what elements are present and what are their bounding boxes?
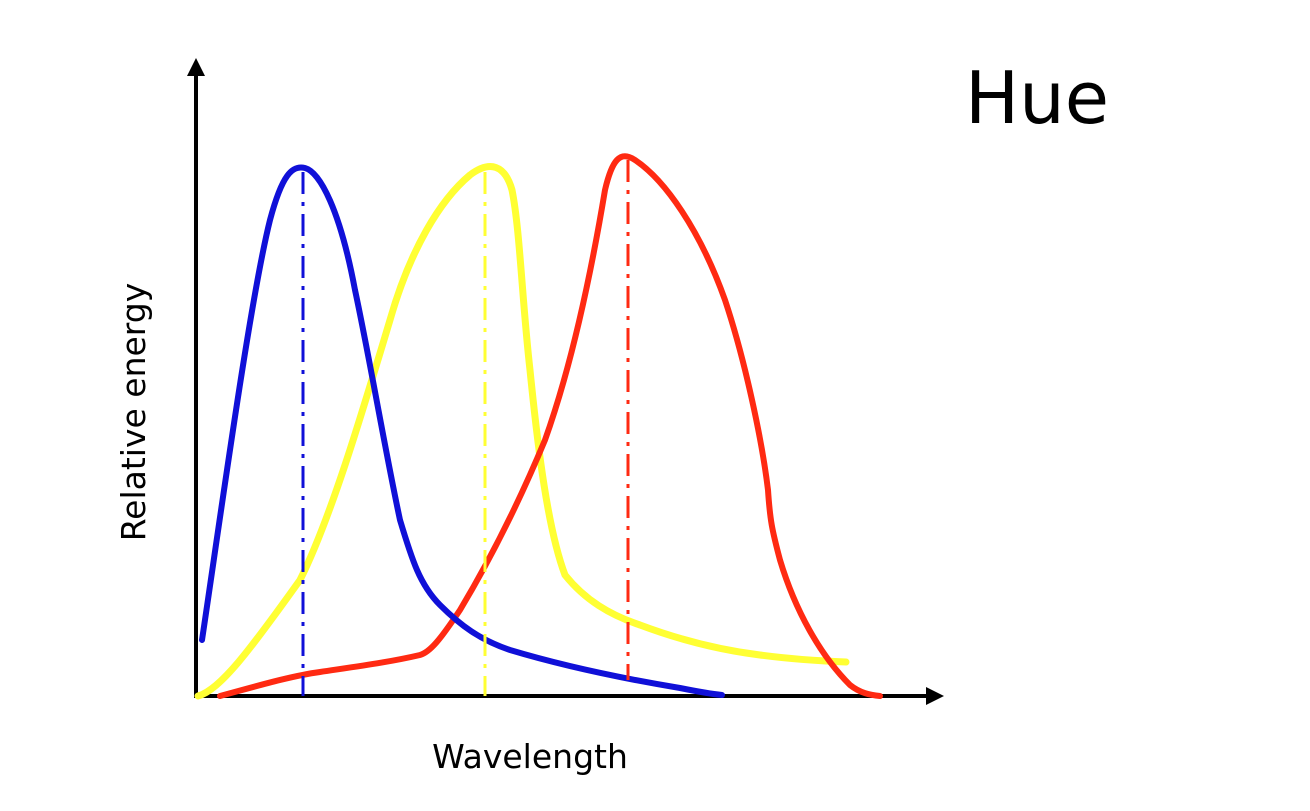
y-axis-arrowhead (187, 58, 205, 76)
y-axis-label: Relative energy (114, 283, 153, 542)
blue-curve (199, 164, 725, 698)
yellow-curve (194, 163, 850, 700)
x-axis-arrowhead (926, 687, 944, 705)
slide-title: Hue (965, 56, 1110, 140)
red-curve (217, 153, 883, 699)
x-axis-label: Wavelength (432, 737, 628, 776)
